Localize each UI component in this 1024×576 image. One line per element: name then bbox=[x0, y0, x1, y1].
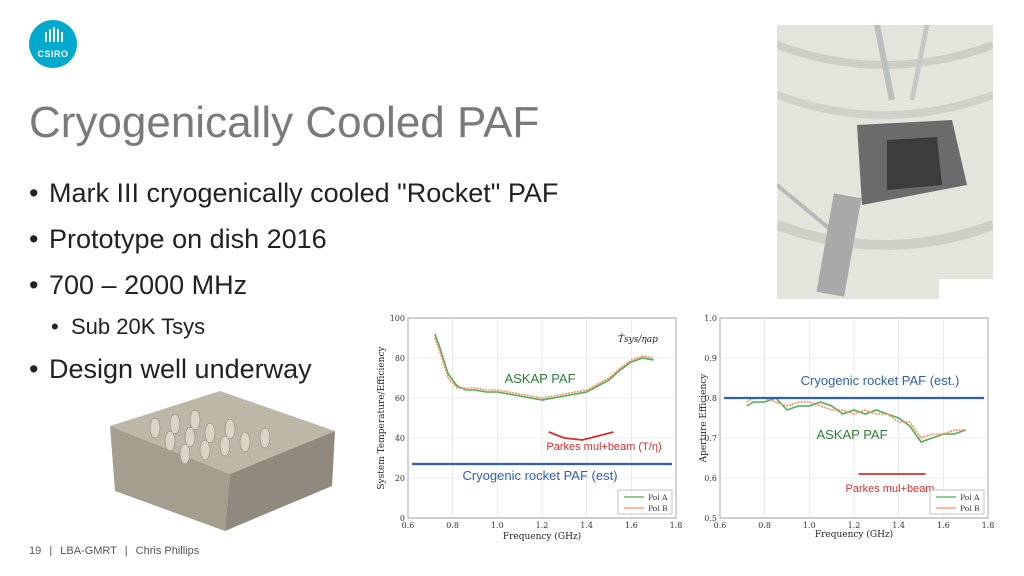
askap-paf-label: ASKAP PAF bbox=[504, 371, 575, 386]
legend-pol-b: Pol B bbox=[648, 504, 668, 513]
tsys-chart: 0.6 0.8 1.0 1.2 1.4 1.6 1.8 0 20 40 60 80 100 Freque… bbox=[377, 314, 683, 542]
legend-pol-a: Pol A bbox=[648, 493, 668, 502]
x-tick-label: 1.6 bbox=[937, 521, 950, 530]
logo-bars-icon bbox=[45, 27, 63, 42]
bullet-list: • Mark III cryogenically cooled "Rocket" … bbox=[29, 170, 558, 392]
y-tick-label: 0.6 bbox=[704, 474, 717, 483]
x-tick-label: 1.4 bbox=[580, 521, 593, 530]
chart-legend: Pol A Pol B bbox=[929, 489, 985, 515]
bullet-item: • 700 – 2000 MHz bbox=[29, 270, 248, 300]
y-tick-label: 100 bbox=[390, 314, 405, 323]
series-line-pol-a bbox=[746, 397, 966, 443]
parkes-label: Parkes mul+beam (T/η) bbox=[546, 441, 661, 453]
y-tick-label: 0.8 bbox=[704, 394, 717, 403]
aperture-efficiency-chart: 0.6 0.8 1.0 1.2 1.4 1.6 1.80.50.60.70.80.91.0 … bbox=[699, 314, 995, 540]
parkes-curve bbox=[548, 431, 614, 441]
legend-pol-b: Pol B bbox=[960, 504, 980, 513]
y-tick-label: 0.9 bbox=[704, 354, 717, 363]
author-name: Chris Phillips bbox=[135, 545, 200, 557]
page-title: Cryogenically Cooled PAF bbox=[29, 98, 540, 147]
parkes-label: Parkes mul+beam bbox=[846, 483, 935, 495]
page-number: 19 bbox=[29, 545, 42, 557]
footer-separator: | bbox=[49, 545, 53, 557]
bullet-item: • Mark III cryogenically cooled "Rocket" … bbox=[29, 178, 559, 208]
bullet-item: • Prototype on dish 2016 bbox=[29, 224, 327, 254]
x-tick-label: 0.6 bbox=[402, 521, 415, 530]
y-tick-label: 40 bbox=[395, 434, 405, 443]
footer-separator: | bbox=[124, 545, 128, 557]
legend-pol-a: Pol A bbox=[960, 493, 980, 502]
y-tick-label: 20 bbox=[395, 474, 405, 483]
y-tick-label: 80 bbox=[395, 354, 405, 363]
askap-paf-label: ASKAP PAF bbox=[816, 427, 887, 442]
dish-photo bbox=[777, 25, 993, 299]
y-tick-label: 0.5 bbox=[704, 514, 717, 523]
x-tick-label: 1.8 bbox=[982, 521, 995, 530]
bullet-item: • Design well underway bbox=[29, 354, 312, 384]
series-line-pol-b bbox=[434, 337, 654, 399]
cryo-rocket-label: Cryogenic rocket PAF (est.) bbox=[801, 373, 960, 388]
x-tick-label: 1.0 bbox=[803, 521, 816, 530]
cryo-rocket-label: Cryogenic rocket PAF (est) bbox=[462, 468, 617, 483]
y-tick-label: 60 bbox=[395, 394, 405, 403]
x-axis-label: Frequency (GHz) bbox=[503, 531, 581, 542]
chart-legend: Pol A Pol B bbox=[617, 489, 673, 515]
x-tick-label: 0.8 bbox=[758, 521, 771, 530]
y-tick-label: 0 bbox=[400, 514, 405, 523]
x-tick-label: 1.2 bbox=[848, 521, 861, 530]
y-tick-label: 0.7 bbox=[704, 434, 717, 443]
event-name: LBA-GMRT bbox=[60, 545, 117, 557]
x-axis-label: Frequency (GHz) bbox=[815, 529, 893, 540]
tsys-eta-label: T̂sys/ηap bbox=[618, 333, 658, 345]
series-line-pol-b bbox=[746, 397, 966, 439]
x-tick-label: 1.2 bbox=[536, 521, 549, 530]
x-tick-label: 1.6 bbox=[625, 521, 638, 530]
y-axis-label: Aperture Efficiency bbox=[699, 373, 709, 464]
x-tick-label: 1.8 bbox=[670, 521, 683, 530]
y-tick-label: 1.0 bbox=[704, 314, 717, 323]
x-tick-label: 0.6 bbox=[714, 521, 727, 530]
sub-bullet-item: • Sub 20K Tsys bbox=[51, 314, 206, 339]
x-tick-label: 1.0 bbox=[491, 521, 504, 530]
logo-text: CSIRO bbox=[37, 49, 69, 59]
csiro-logo: CSIRO bbox=[29, 20, 77, 68]
y-axis-label: System Temperature/Efficiency bbox=[377, 345, 387, 489]
x-tick-label: 0.8 bbox=[446, 521, 459, 530]
footer: 19 | LBA-GMRT | Chris Phillips bbox=[29, 545, 199, 557]
rocket-paf-photo bbox=[100, 386, 348, 536]
x-tick-label: 1.4 bbox=[892, 521, 905, 530]
